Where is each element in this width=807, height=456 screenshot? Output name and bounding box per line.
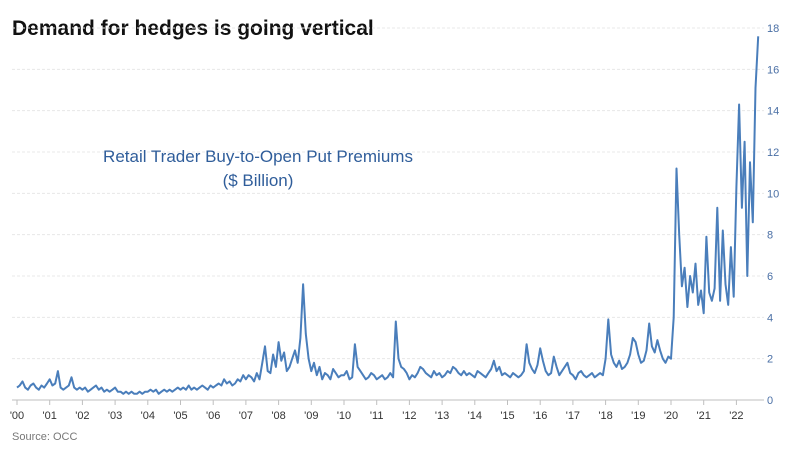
x-tick-label: '06 — [206, 410, 220, 422]
x-tick-label: '12 — [402, 410, 416, 422]
x-tick-label: '01 — [43, 410, 57, 422]
x-tick-label: '08 — [271, 410, 285, 422]
annotation-line-2: ($ Billion) — [223, 171, 294, 190]
gridlines — [12, 27, 764, 360]
x-tick-label: '09 — [304, 410, 318, 422]
x-tick-label: '22 — [729, 410, 743, 422]
y-tick-label: 10 — [767, 188, 779, 200]
x-tick-label: '18 — [598, 410, 612, 422]
y-tick-label: 18 — [767, 23, 779, 35]
x-tick-label: '07 — [239, 410, 253, 422]
x-tick-label: '16 — [533, 410, 547, 422]
annotation-line-1: Retail Trader Buy-to-Open Put Premiums — [103, 147, 413, 166]
source-note: Source: OCC — [12, 431, 77, 443]
x-tick-label: '10 — [337, 410, 351, 422]
x-tick-label: '02 — [75, 410, 89, 422]
x-tick-label: '14 — [468, 410, 482, 422]
y-tick-label: 2 — [767, 354, 773, 366]
y-tick-label: 8 — [767, 230, 773, 242]
x-tick-label: '04 — [141, 410, 155, 422]
series-line — [16, 36, 760, 395]
y-tick-label: 0 — [767, 395, 773, 407]
x-tick-label: '11 — [370, 410, 384, 422]
x-tick-label: '00 — [10, 410, 24, 422]
y-tick-label: 14 — [767, 106, 779, 118]
x-tick-label: '13 — [435, 410, 449, 422]
x-axis: '00 '01 '02 '03 '04 '05 '06 '07 '08 '09 '10 '11 '12 '… — [10, 399, 764, 422]
x-tick-label: '20 — [664, 410, 678, 422]
y-tick-label: 12 — [767, 147, 779, 159]
x-tick-label: '03 — [108, 410, 122, 422]
x-tick-label: '05 — [173, 410, 187, 422]
x-tick-label: '17 — [566, 410, 580, 422]
x-tick-label: '19 — [631, 410, 645, 422]
x-tick-label: '21 — [697, 410, 711, 422]
y-tick-label: 4 — [767, 312, 773, 324]
y-tick-label: 6 — [767, 271, 773, 283]
x-tick-label: '15 — [500, 410, 514, 422]
y-axis: 0 2 4 6 8 10 12 14 16 18 — [767, 23, 779, 407]
y-tick-label: 16 — [767, 64, 779, 76]
